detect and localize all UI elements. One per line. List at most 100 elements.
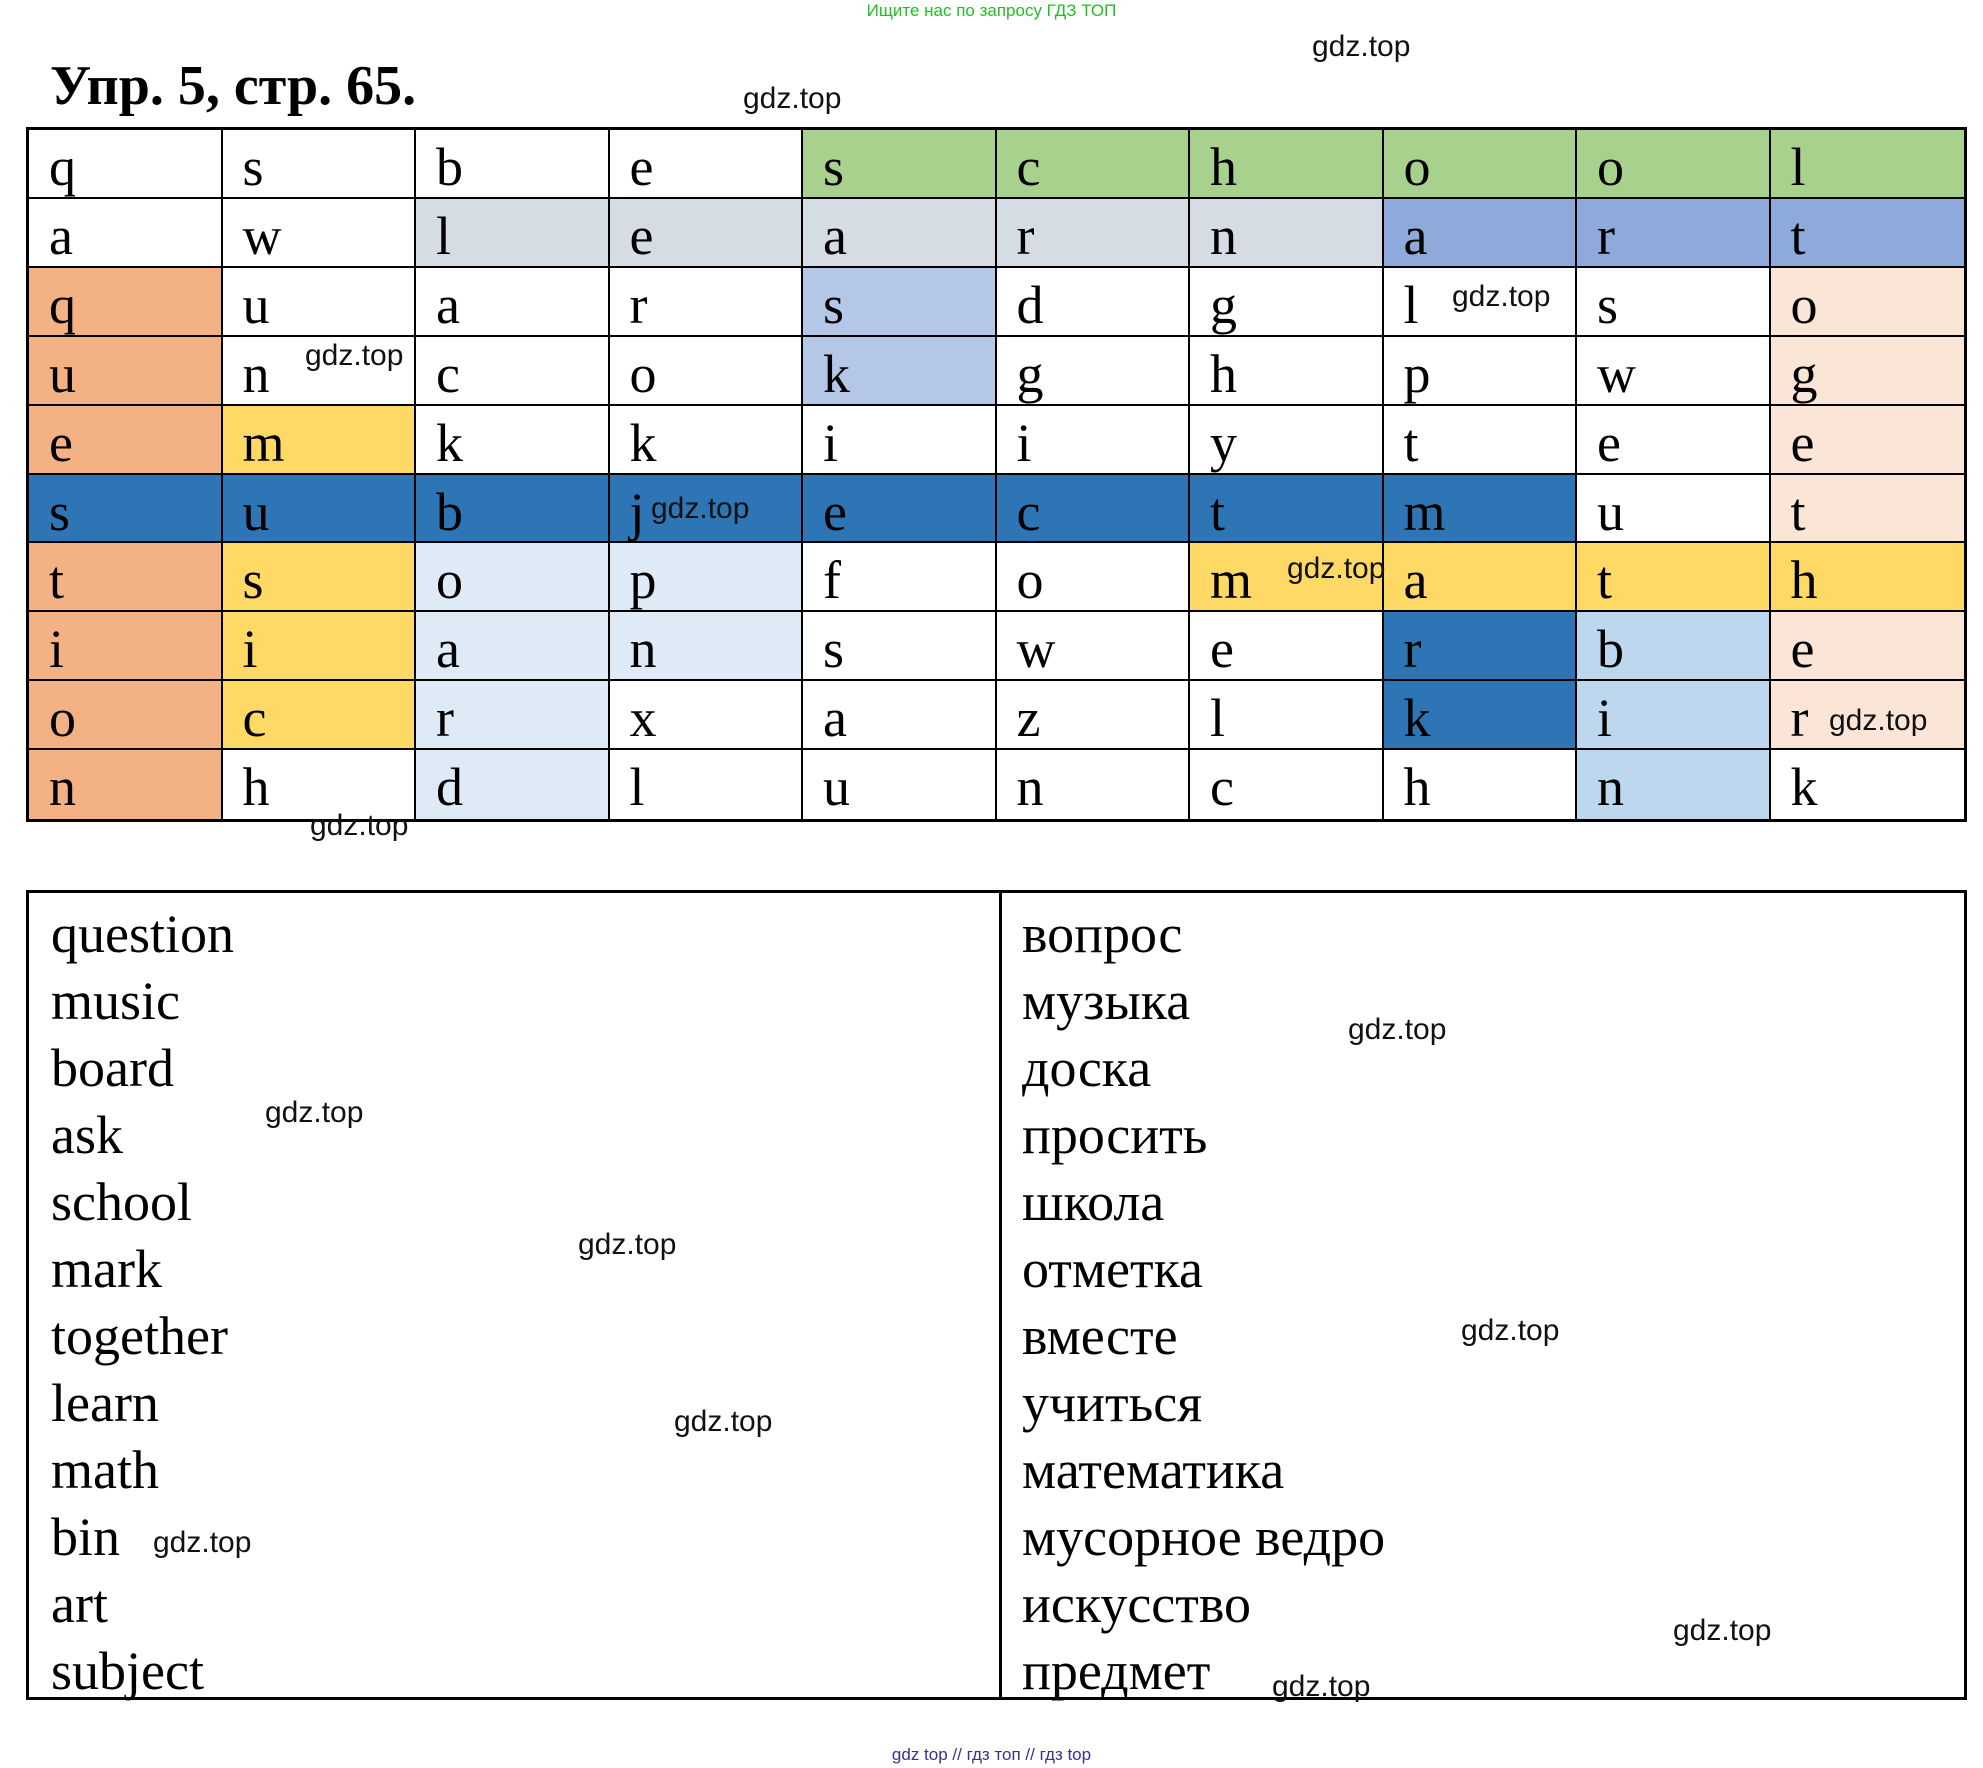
english-word: question	[51, 904, 234, 964]
watermark: gdz.top	[1673, 1614, 1772, 1647]
grid-cell: i	[29, 612, 223, 682]
grid-cell: n	[997, 750, 1190, 819]
watermark: gdz.top	[305, 339, 404, 372]
grid-cell: e	[1190, 612, 1384, 682]
grid-cell: u	[222, 474, 416, 544]
watermark: gdz.top	[1287, 552, 1386, 585]
grid-cell: h	[1190, 130, 1384, 199]
grid-cell: a	[1383, 543, 1577, 613]
grid-cell: b	[1577, 612, 1771, 682]
grid-cell: n	[222, 336, 416, 406]
grid-cell: w	[996, 612, 1190, 682]
grid-cell: f	[803, 543, 997, 613]
grid-cell: k	[1383, 681, 1577, 751]
grid-cell: e	[1770, 405, 1964, 475]
grid-cell: u	[222, 267, 416, 337]
grid-cell: i	[222, 612, 416, 682]
grid-cell: o	[1383, 130, 1577, 199]
grid-cell: e	[803, 474, 997, 544]
russian-translation: доска	[1022, 1038, 1152, 1098]
grid-cell: l	[1770, 130, 1964, 199]
english-word: school	[51, 1172, 192, 1232]
russian-translation: просить	[1022, 1105, 1208, 1165]
grid-cell: l	[1383, 267, 1577, 337]
grid-cell: r	[1770, 681, 1964, 751]
grid-cell: g	[1770, 336, 1964, 406]
russian-translation: искусство	[1022, 1574, 1251, 1634]
grid-cell: z	[996, 681, 1190, 751]
grid-cell: b	[416, 474, 610, 544]
russian-translation: учиться	[1022, 1373, 1203, 1433]
grid-cell: h	[223, 750, 416, 819]
grid-cell: o	[996, 543, 1190, 613]
grid-cell: o	[1770, 267, 1964, 337]
english-word: subject	[51, 1641, 204, 1701]
grid-cell: m	[222, 405, 416, 475]
watermark: gdz.top	[1348, 1013, 1447, 1046]
english-word: bin	[51, 1507, 121, 1567]
grid-cell: c	[996, 474, 1190, 544]
grid-cell: e	[1577, 405, 1771, 475]
grid-cell: t	[1577, 543, 1771, 613]
watermark: gdz.top	[1452, 280, 1551, 313]
grid-cell: u	[803, 750, 997, 819]
russian-translation: вопрос	[1022, 904, 1183, 964]
grid-cell: p	[1383, 336, 1577, 406]
grid-cell: n	[1577, 750, 1771, 819]
top-note: Ищите нас по запросу ГДЗ ТОП	[866, 1, 1117, 20]
grid-cell: g	[1190, 267, 1384, 337]
english-word: math	[51, 1440, 159, 1500]
grid-cell: r	[1577, 198, 1771, 268]
grid-cell: n	[29, 750, 223, 819]
grid-cell: o	[609, 336, 803, 406]
grid-cell: s	[803, 267, 997, 337]
russian-translation: мусорное ведро	[1022, 1507, 1386, 1567]
grid-cell: w	[1577, 336, 1771, 406]
grid-cell: m	[1383, 474, 1577, 544]
grid-cell: a	[803, 681, 997, 751]
grid-cell: a	[803, 198, 997, 268]
grid-cell: d	[416, 750, 610, 819]
grid-cell: n	[609, 612, 803, 682]
grid-cell: m	[1190, 543, 1384, 613]
english-word: board	[51, 1038, 174, 1098]
grid-cell: h	[1190, 336, 1384, 406]
grid-cell: s	[222, 543, 416, 613]
grid-cell: d	[996, 267, 1190, 337]
watermark: gdz.top	[743, 82, 842, 115]
grid-cell: a	[416, 267, 610, 337]
grid-cell: g	[996, 336, 1190, 406]
grid-cell: s	[29, 474, 223, 544]
grid-cell: i	[1577, 681, 1771, 751]
grid-cell: l	[1190, 681, 1384, 751]
grid-cell: k	[803, 336, 997, 406]
grid-cell: h	[1770, 543, 1964, 613]
grid-cell: t	[29, 543, 223, 613]
grid-cell: y	[1190, 405, 1384, 475]
grid-cell: a	[29, 198, 223, 268]
grid-cell: s	[1577, 267, 1771, 337]
grid-cell: u	[1577, 474, 1771, 544]
grid-cell: w	[222, 198, 416, 268]
grid-cell: h	[1384, 750, 1577, 819]
english-word: art	[51, 1574, 108, 1634]
watermark: gdz.top	[1829, 704, 1928, 737]
grid-cell: r	[609, 267, 803, 337]
russian-translation: вместе	[1022, 1306, 1178, 1366]
vocabulary-table: question music board ask school mark together l…	[26, 890, 1967, 1701]
grid-cell: s	[803, 612, 997, 682]
grid-cell: a	[1383, 198, 1577, 268]
grid-cell: r	[996, 198, 1190, 268]
grid-cell: i	[803, 405, 997, 475]
english-word: together	[51, 1306, 228, 1366]
grid-cell: e	[29, 405, 223, 475]
grid-cell: k	[1790, 757, 1818, 818]
grid-cell: s	[222, 130, 416, 199]
russian-translation: предмет	[1022, 1641, 1211, 1701]
grid-cell: o	[1577, 130, 1771, 199]
grid-cell: c	[1190, 750, 1384, 819]
grid-cell: k	[416, 405, 610, 475]
english-word: ask	[51, 1105, 123, 1165]
grid-cell: l	[416, 198, 610, 268]
grid-cell: e	[609, 198, 803, 268]
